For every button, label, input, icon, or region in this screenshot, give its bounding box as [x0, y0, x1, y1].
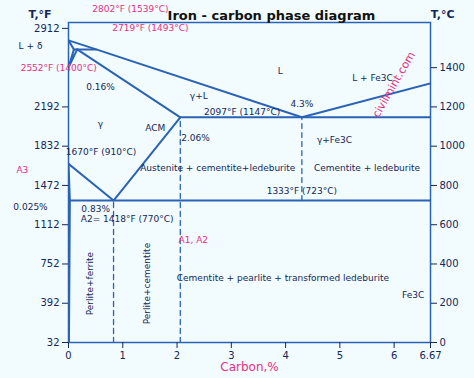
svg-text:0: 0 [440, 337, 446, 348]
svg-text:T,°F: T,°F [29, 8, 52, 21]
svg-text:Fe3C: Fe3C [402, 290, 424, 300]
svg-text:T,°C: T,°C [431, 8, 455, 21]
svg-text:2912: 2912 [34, 23, 59, 34]
svg-text:Iron - carbon phase diagram: Iron - carbon phase diagram [168, 8, 376, 23]
svg-text:γ+Fe3C: γ+Fe3C [317, 135, 352, 145]
svg-text:1000: 1000 [440, 140, 465, 151]
svg-text:2: 2 [174, 350, 180, 361]
svg-text:3: 3 [228, 349, 235, 361]
svg-text:Austenite + cementite+ledeburi: Austenite + cementite+ledeburite [140, 163, 296, 173]
svg-text:1200: 1200 [440, 101, 465, 112]
svg-text:ACM: ACM [145, 123, 165, 133]
svg-text:Perlite+ferrite: Perlite+ferrite [85, 251, 95, 315]
svg-text:4.3%: 4.3% [290, 99, 313, 109]
svg-text:752: 752 [40, 258, 59, 269]
svg-text:1333°F (723°C): 1333°F (723°C) [267, 186, 337, 196]
svg-text:0.16%: 0.16% [86, 82, 115, 92]
svg-text:392: 392 [40, 297, 59, 308]
svg-text:1832: 1832 [34, 140, 59, 151]
svg-text:800: 800 [440, 180, 459, 191]
svg-text:6: 6 [391, 350, 397, 361]
svg-text:1670°F (910°C): 1670°F (910°C) [66, 147, 136, 157]
svg-text:6.67: 6.67 [419, 350, 441, 361]
svg-text:200: 200 [440, 297, 459, 308]
svg-text:400: 400 [440, 258, 459, 269]
svg-text:0.025%: 0.025% [13, 202, 48, 212]
svg-text:1400: 1400 [440, 62, 465, 73]
svg-text:A1, A2: A1, A2 [179, 235, 209, 245]
svg-text:2552°F (1400°C): 2552°F (1400°C) [21, 63, 97, 73]
svg-text:A2= 1418°F (770°C): A2= 1418°F (770°C) [81, 214, 174, 224]
svg-text:2.06%: 2.06% [181, 133, 210, 143]
svg-text:L + Fe3C: L + Fe3C [352, 73, 393, 83]
svg-text:2192: 2192 [34, 101, 59, 112]
svg-text:Cementite + ledeburite: Cementite + ledeburite [314, 163, 421, 173]
svg-text:L + δ: L + δ [19, 41, 43, 51]
svg-text:Perlite+cementite: Perlite+cementite [142, 242, 152, 324]
svg-text:γ+L: γ+L [190, 91, 208, 101]
svg-text:0.83%: 0.83% [81, 204, 110, 214]
svg-text:1: 1 [120, 350, 126, 361]
svg-text:1472: 1472 [34, 180, 59, 191]
svg-text:A3: A3 [16, 165, 28, 175]
svg-text:2097°F (1147°C): 2097°F (1147°C) [204, 107, 280, 117]
svg-text:1112: 1112 [34, 219, 59, 230]
svg-text:Cementite + pearlite + transfo: Cementite + pearlite + transformed ledeb… [177, 273, 390, 283]
svg-text:L: L [278, 66, 283, 76]
svg-text:Carbon,%: Carbon,% [220, 360, 278, 374]
svg-text:0: 0 [65, 350, 71, 361]
svg-text:2802°F (1539°C): 2802°F (1539°C) [92, 4, 168, 14]
svg-text:γ: γ [98, 119, 104, 129]
svg-text:32: 32 [47, 337, 60, 348]
svg-text:4: 4 [282, 350, 288, 361]
svg-text:2719°F (1493°C): 2719°F (1493°C) [112, 23, 188, 33]
svg-text:5: 5 [337, 350, 343, 361]
svg-text:600: 600 [440, 219, 459, 230]
svg-text:civilmint.com: civilmint.com [370, 49, 418, 119]
